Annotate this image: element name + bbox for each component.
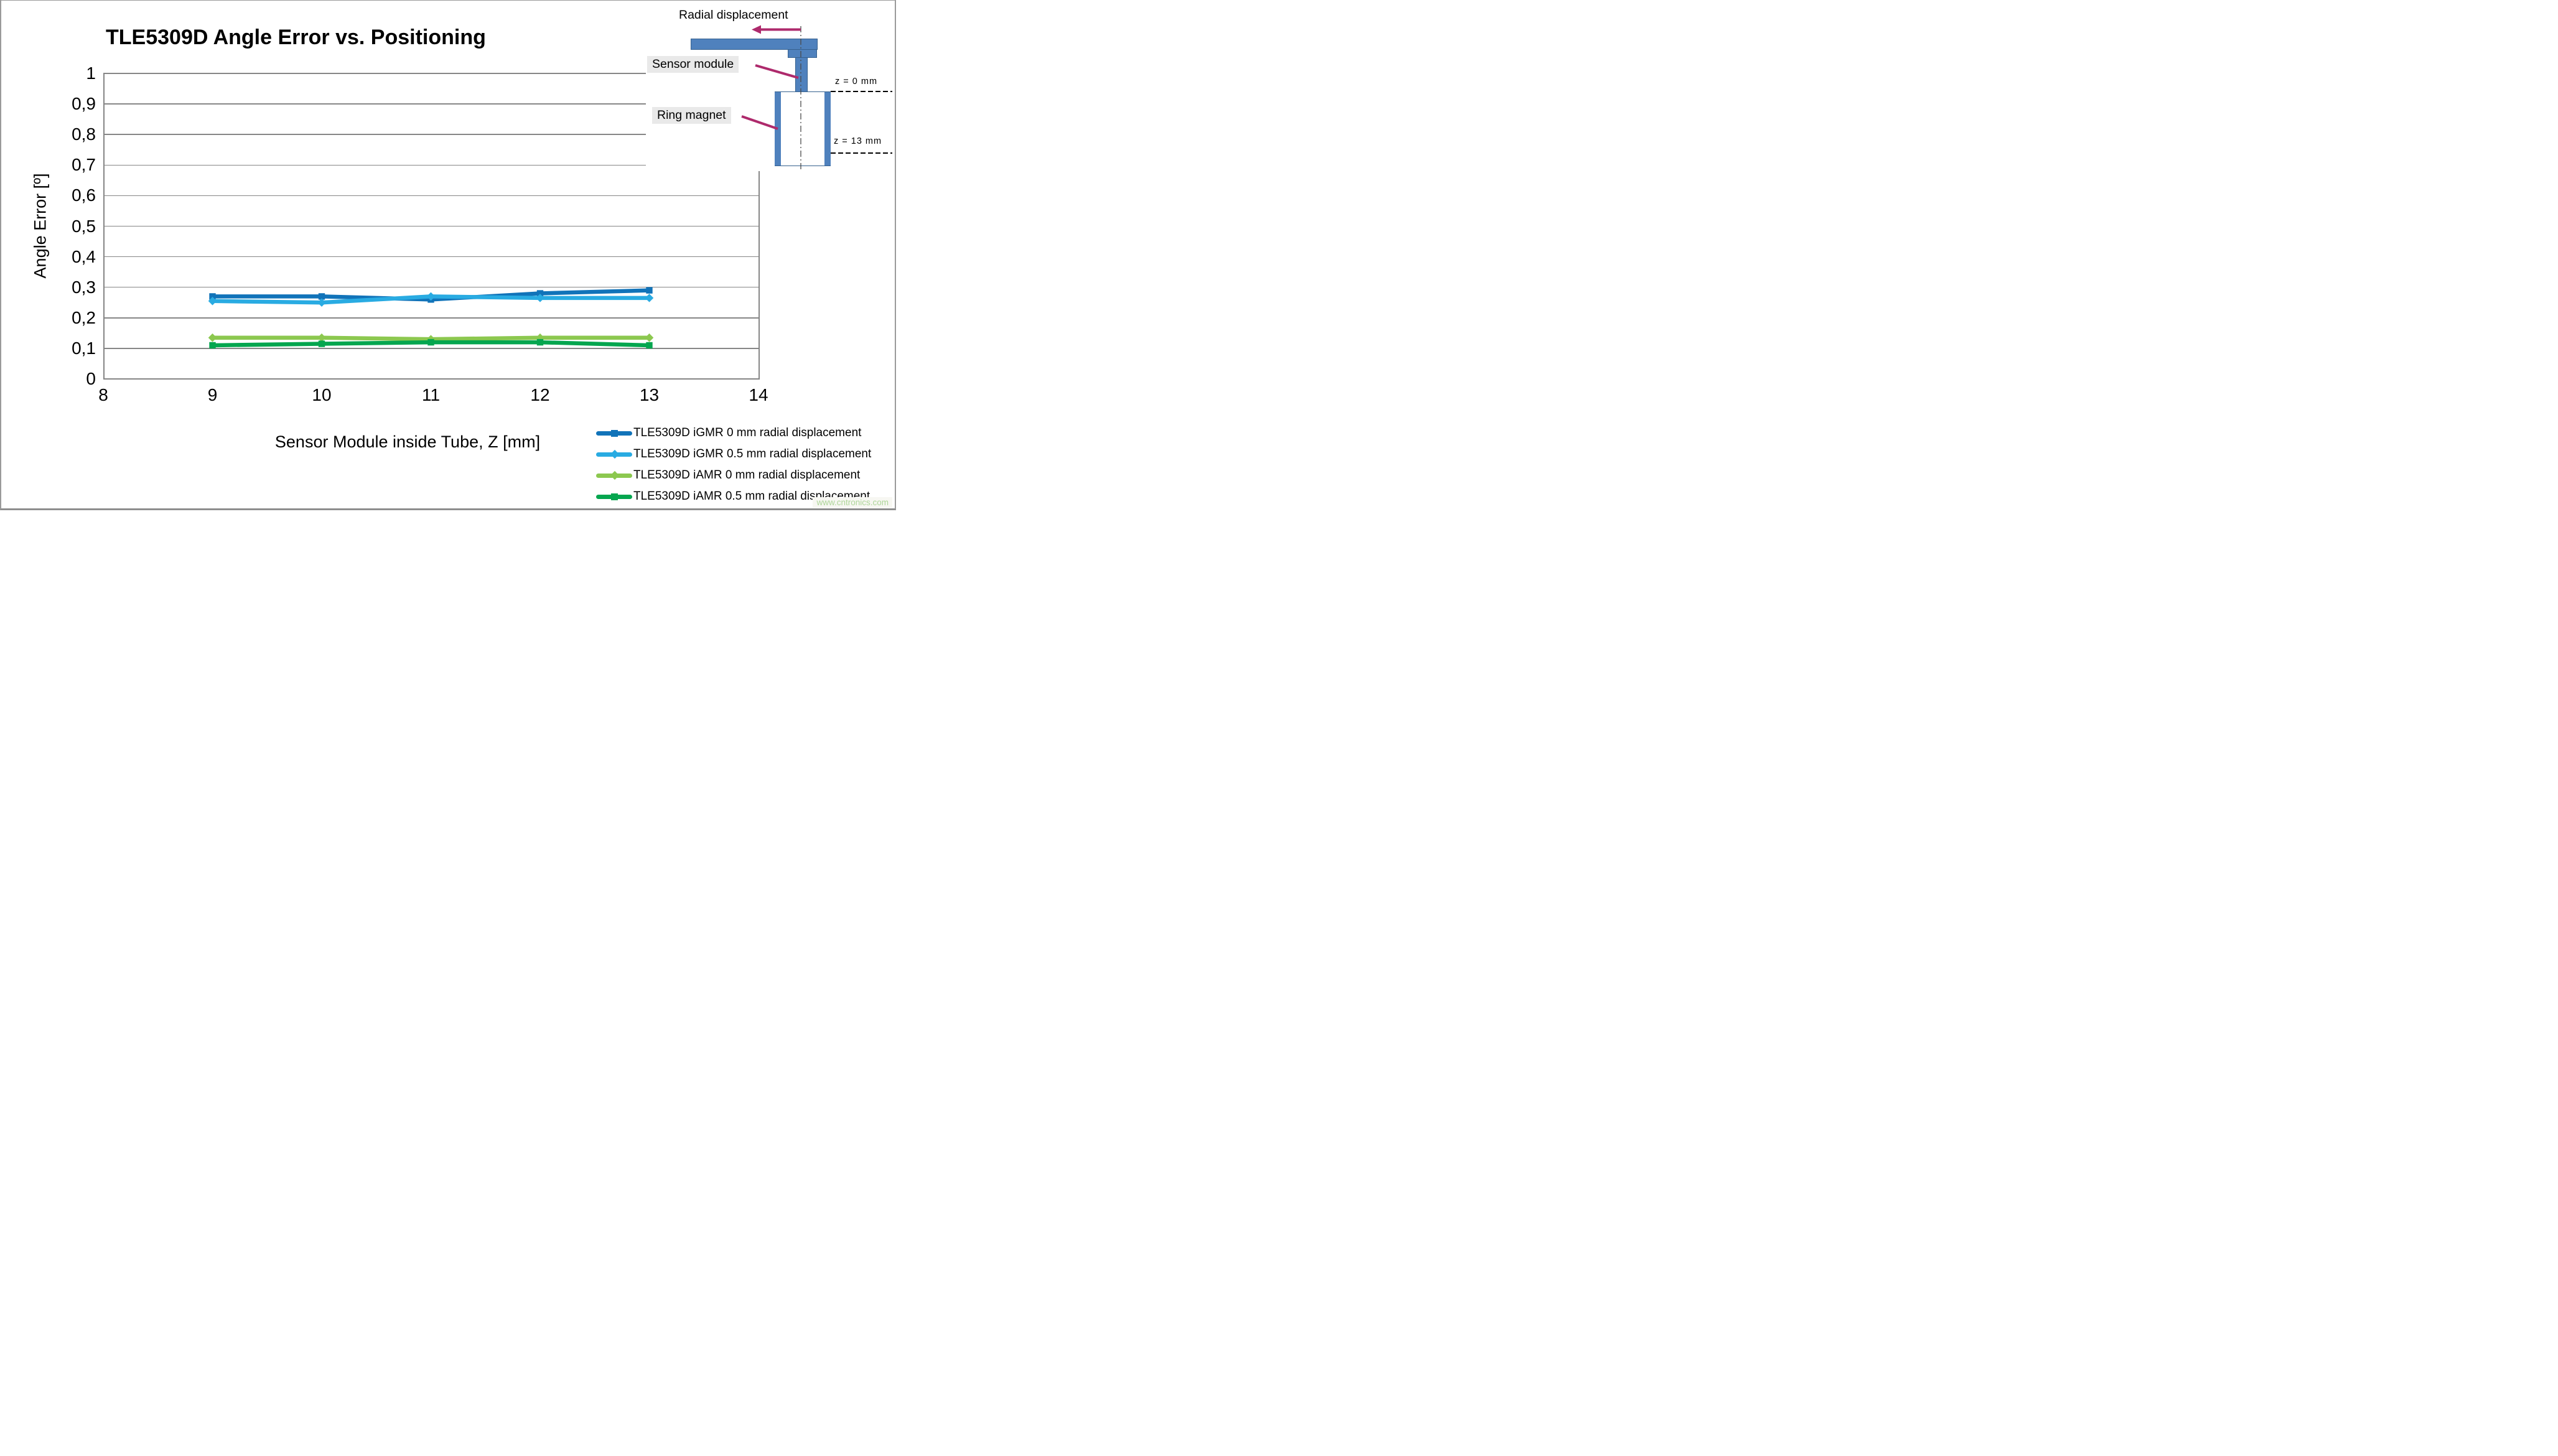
ring-magnet-right-wall [824,92,831,166]
data-point [426,292,436,301]
chart-image: TLE5309D Angle Error vs. Positioning 1 0,… [0,0,896,510]
y-tick-label: 0,9 [72,94,96,114]
x-tick-label: 9 [207,385,218,404]
data-point [536,338,544,346]
y-tick-label: 0,5 [72,216,96,236]
z0-label: z = 0 mm [835,77,878,86]
data-point [427,338,434,346]
legend-label: TLE5309D iAMR 0 mm radial displacement [633,469,861,482]
gridline [103,225,759,227]
data-point [645,294,654,302]
y-axis-line [103,73,105,380]
x-tick-label: 11 [421,385,441,404]
legend-marker-icon [596,449,632,459]
data-point [209,293,216,300]
data-point [318,293,325,300]
x-tick-label: 14 [749,385,768,404]
legend: TLE5309D iGMR 0 mm radial displacement TL… [596,422,871,507]
gridline [103,317,759,319]
data-point [318,340,325,347]
x-tick-label: 8 [98,385,108,404]
ring-magnet-label: Ring magnet [652,107,731,124]
x-tick-label: 13 [639,385,660,404]
diagram-background [646,6,894,171]
data-point [208,297,217,306]
y-tick-label: 0,4 [72,246,96,266]
y-tick-label: 0,8 [72,124,96,144]
legend-label: TLE5309D iGMR 0.5 mm radial displacement [633,447,872,460]
data-point [317,298,326,307]
data-series-plot [208,287,654,349]
legend-label: TLE5309D iAMR 0.5 mm radial displacement [633,490,871,503]
gridline [103,348,759,349]
x-tick-label: 12 [530,385,550,404]
gridline [103,378,759,380]
diagram-collar-block [788,49,817,58]
y-tick-label: 0,6 [72,185,96,205]
legend-item-3: TLE5309D iAMR 0.5 mm radial displacement [596,486,871,507]
y-tick-label: 0,7 [72,155,96,175]
gridline [103,286,759,288]
sensor-module-label: Sensor module [647,56,739,73]
diagram-arm-bar [691,39,818,50]
y-tick-label: 0,3 [72,277,96,297]
gridline [103,256,759,258]
data-point [317,333,326,342]
y-tick-label: 0 [86,369,96,388]
ring-magnet-body [775,91,831,166]
gridline [103,73,759,74]
gridline [103,134,759,135]
legend-item-2: TLE5309D iAMR 0 mm radial displacement [596,465,871,486]
legend-marker-icon [596,470,632,480]
watermark: www.cntronics.com [813,497,892,508]
y-tick-label: 1 [86,63,96,83]
y-tick-label: 0,1 [72,338,96,358]
data-point [208,333,217,342]
gridline [103,103,759,105]
x-axis-title: Sensor Module inside Tube, Z [mm] [274,432,541,451]
data-point [209,342,216,349]
gridline [103,164,759,166]
gridline [103,195,759,197]
plot-right-border [759,73,760,380]
x-tick-label: 10 [312,385,332,404]
legend-marker-icon [596,428,632,438]
ring-magnet-left-wall [775,92,781,166]
data-point [536,290,544,297]
data-point [536,294,544,302]
legend-item-0: TLE5309D iGMR 0 mm radial displacement [596,422,871,444]
data-point [646,342,653,349]
radial-displacement-label: Radial displacement [679,8,788,22]
legend-marker-icon [596,492,632,502]
z13-label: z = 13 mm [834,136,882,146]
y-tick-label: 0,2 [72,307,96,327]
chart-title: TLE5309D Angle Error vs. Positioning [106,26,486,49]
legend-label: TLE5309D iGMR 0 mm radial displacement [633,426,862,439]
data-point [645,333,654,342]
legend-item-1: TLE5309D iGMR 0.5 mm radial displacement [596,444,871,465]
diagram-sensor-stem [795,57,808,92]
data-point [646,287,653,294]
